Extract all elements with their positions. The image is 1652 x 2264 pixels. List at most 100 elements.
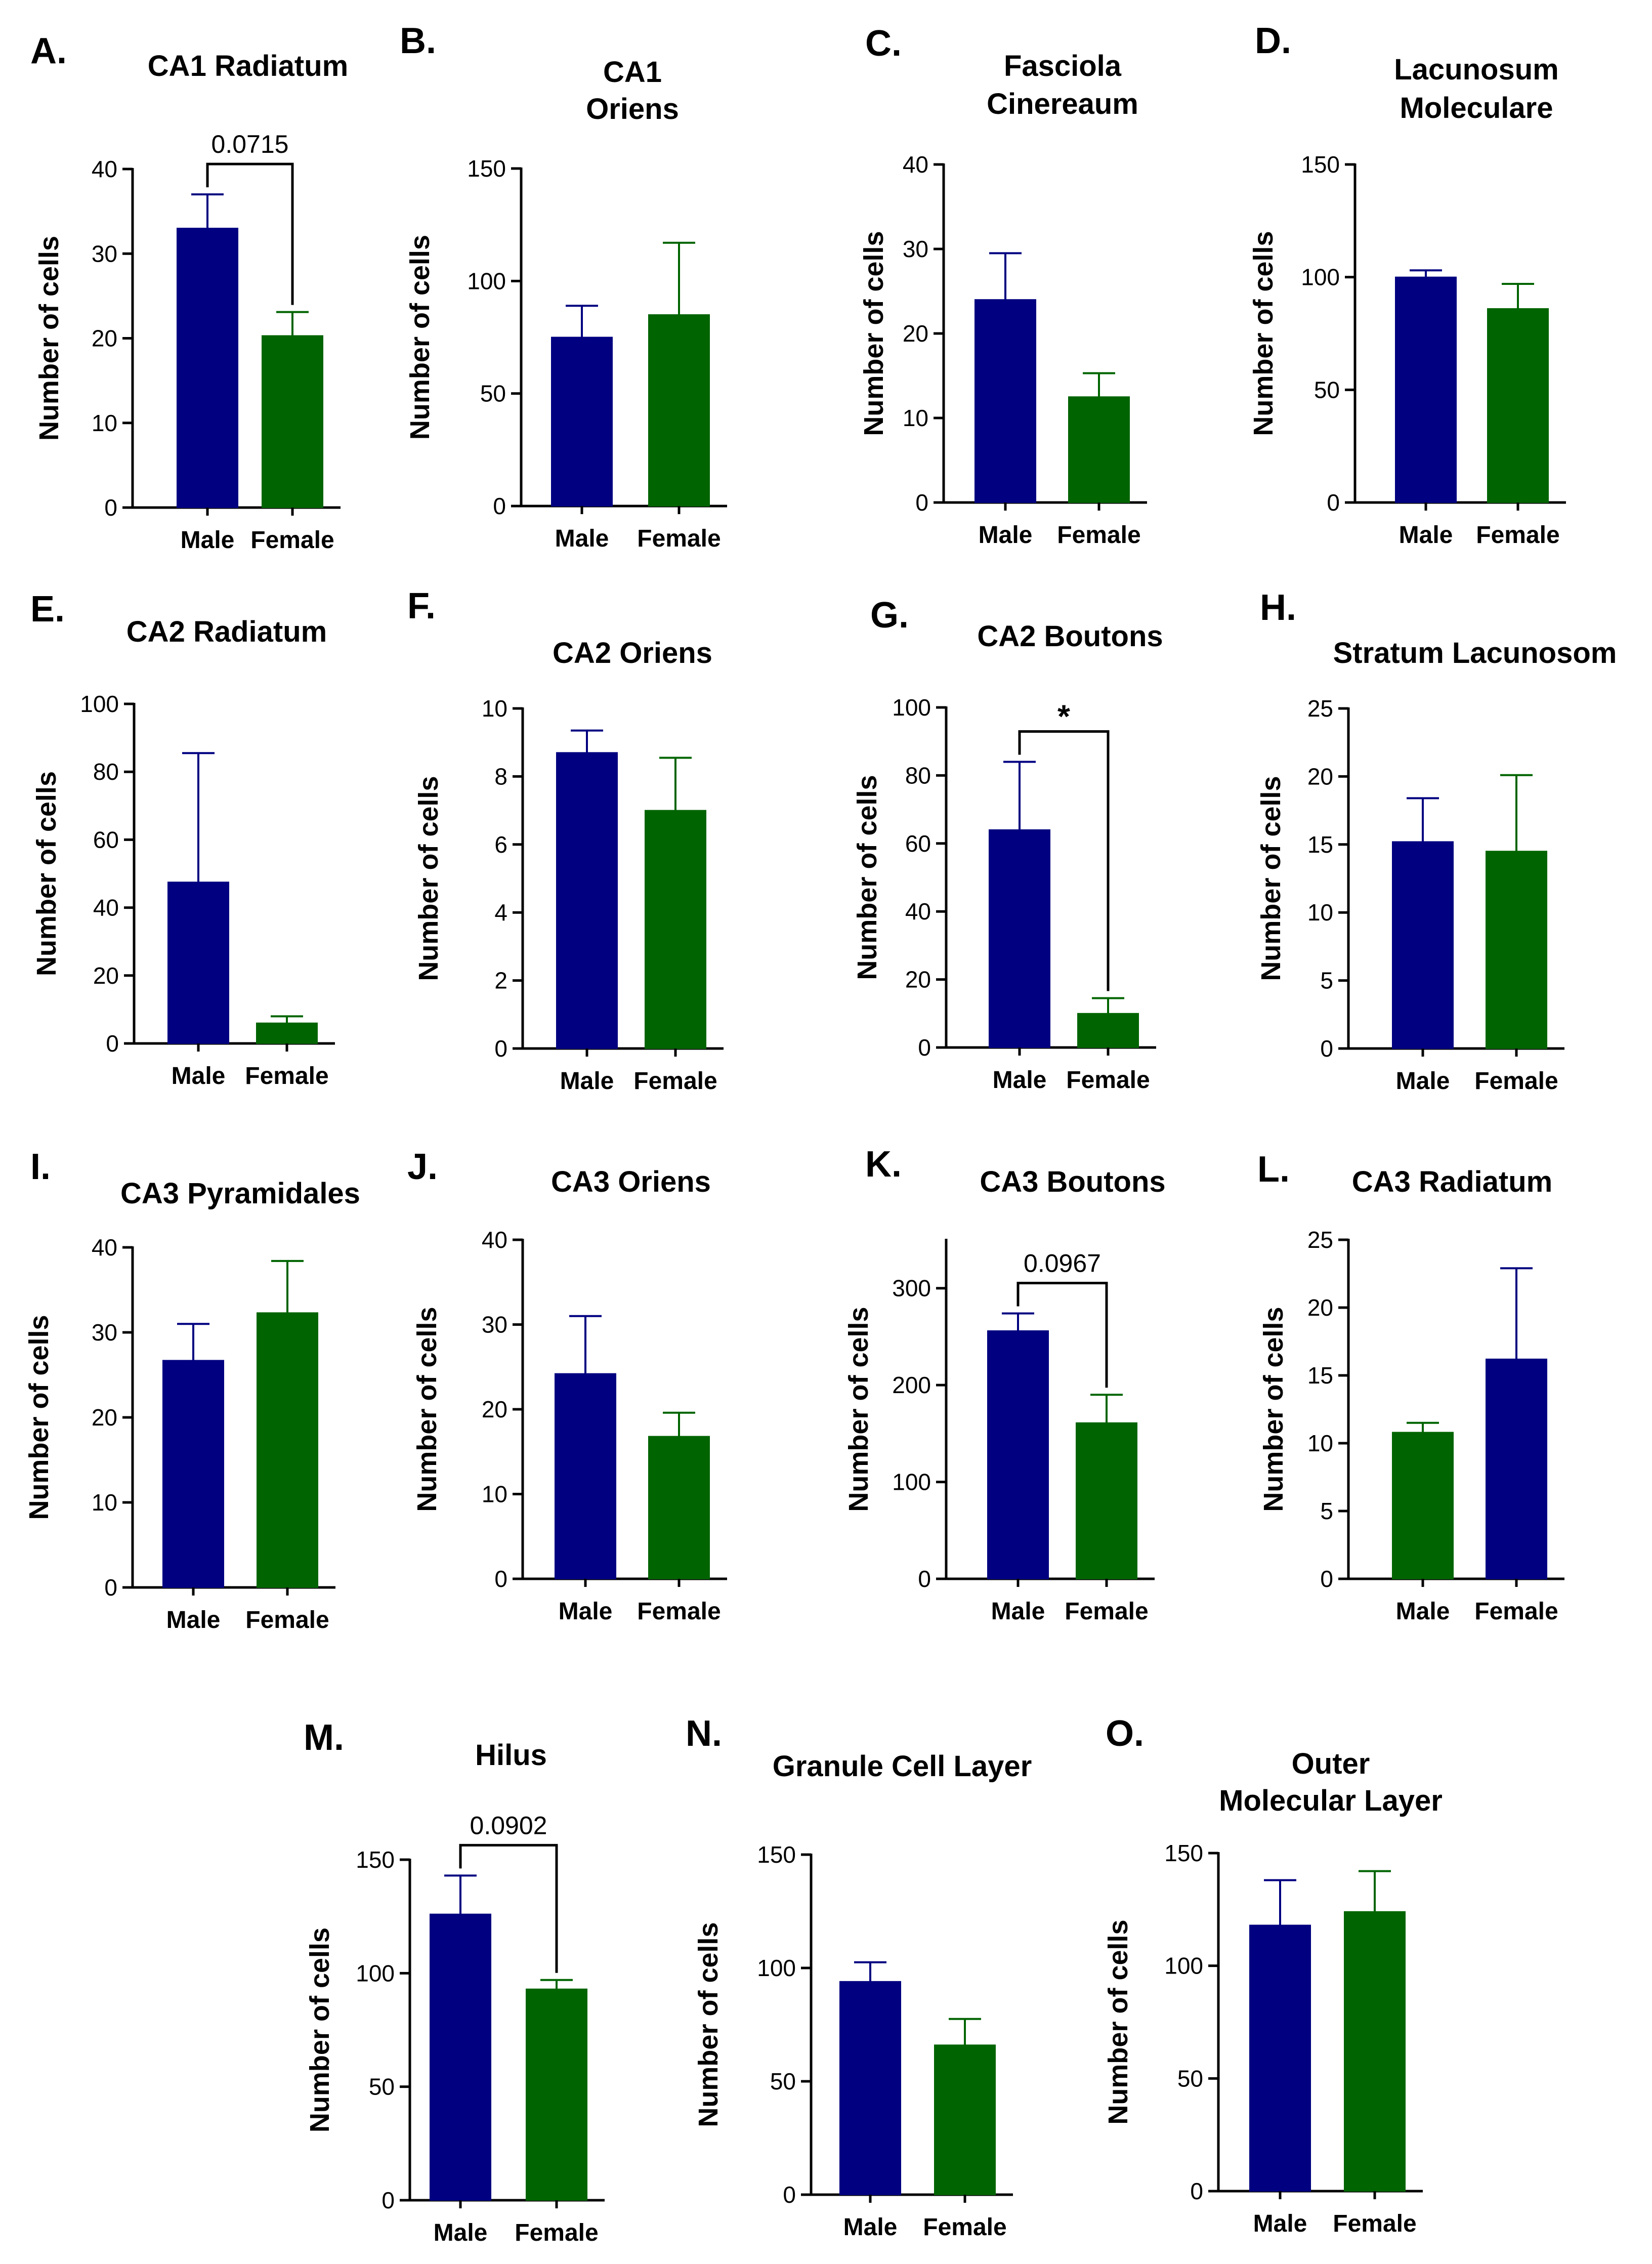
y-tick-label: 40 <box>905 898 931 925</box>
chart-panel-7: G. CA2 Boutons Number of cells 0 20 40 60 80 100… <box>852 595 1163 1094</box>
y-tick-label: 0 <box>915 489 928 516</box>
panel-letter: O. <box>1106 1713 1144 1754</box>
panel-letter: L. <box>1257 1149 1290 1190</box>
y-tick-label: 100 <box>892 1469 931 1495</box>
x-tick-label: Male <box>991 1598 1045 1625</box>
chart-panel-2: B. CA1 Oriens Number of cells 0 50 100 150 Male F… <box>400 21 727 552</box>
x-tick-label: Male <box>181 527 235 554</box>
x-tick-label: Female <box>633 1068 717 1095</box>
x-tick-label: Male <box>555 525 609 552</box>
x-tick-label: Male <box>172 1063 226 1089</box>
bar-female <box>257 1312 318 1588</box>
x-tick-label: Female <box>637 1598 721 1625</box>
y-tick-label: 150 <box>1164 1840 1203 1866</box>
x-tick-label: Female <box>1333 2210 1416 2237</box>
y-tick-label: 300 <box>892 1275 931 1302</box>
y-tick-label: 0 <box>106 1030 119 1057</box>
y-tick-label: 80 <box>93 759 119 785</box>
significance-bracket <box>1018 730 1110 991</box>
chart-title: Cinereaum <box>987 88 1138 120</box>
x-tick-label: Male <box>559 1598 613 1625</box>
chart-title: Fasciola <box>1004 50 1122 82</box>
bar-male <box>162 1360 224 1588</box>
bar-female <box>1077 1013 1139 1049</box>
chart-title: CA3 Pyramidales <box>120 1177 360 1210</box>
y-tick-label: 40 <box>92 156 117 182</box>
chart-title: CA2 Oriens <box>553 637 712 669</box>
chart-title: CA2 Radiatum <box>126 615 327 648</box>
y-tick-label: 100 <box>1164 1953 1203 1979</box>
y-tick-label: 2 <box>494 968 507 994</box>
chart-title: Oriens <box>586 93 679 125</box>
y-tick-label: 40 <box>92 1234 117 1261</box>
bar-male <box>1392 1432 1454 1580</box>
y-tick-label: 20 <box>1307 1294 1333 1321</box>
y-tick-label: 150 <box>1301 151 1340 178</box>
chart-panel-9: I. CA3 Pyramidales Number of cells 0 10 20 30 4… <box>24 1147 360 1633</box>
y-axis-label: Number of cells <box>1103 1919 1133 2124</box>
y-tick-label: 80 <box>905 762 931 788</box>
x-tick-label: Female <box>1057 522 1140 549</box>
y-tick-label: 4 <box>494 899 507 926</box>
y-tick-label: 10 <box>92 1489 117 1516</box>
y-tick-label: 50 <box>369 2074 395 2100</box>
x-tick-label: Female <box>923 2214 1006 2241</box>
x-tick-label: Female <box>637 525 721 552</box>
x-tick-label: Male <box>434 2219 488 2246</box>
y-tick-label: 50 <box>480 381 506 407</box>
y-tick-label: 25 <box>1307 695 1333 722</box>
chart-panel-10: J. CA3 Oriens Number of cells 0 10 20 30 40 Male… <box>407 1147 727 1625</box>
x-tick-label: Male <box>1396 1068 1450 1095</box>
x-tick-label: Female <box>245 1607 329 1633</box>
x-tick-label: Male <box>843 2214 898 2241</box>
x-tick-label: Female <box>1474 1598 1558 1625</box>
y-tick-label: 30 <box>92 240 117 267</box>
bar-female <box>1486 851 1547 1049</box>
chart-title: Hilus <box>475 1739 547 1772</box>
y-tick-label: 30 <box>92 1319 117 1346</box>
y-tick-label: 10 <box>903 405 928 431</box>
significance-label: 0.0902 <box>470 1811 547 1839</box>
chart-panel-11: K. CA3 Boutons Number of cells 0 100 200 300 Ma… <box>843 1144 1166 1625</box>
y-tick-label: 15 <box>1307 831 1333 858</box>
bar-male <box>430 1913 491 2201</box>
bar-female <box>934 2044 996 2196</box>
y-tick-label: 30 <box>482 1312 507 1338</box>
bar-male <box>989 829 1050 1049</box>
chart-panel-1: A. CA1 Radiatum Number of cells 0 10 20 30 40 Ma… <box>30 31 348 554</box>
panel-letter: I. <box>30 1147 51 1187</box>
y-axis-label: Number of cells <box>843 1307 874 1512</box>
bar-male <box>839 1981 901 2195</box>
bar-female <box>1068 396 1130 503</box>
bar-male <box>1392 841 1454 1049</box>
panel-letter: G. <box>870 595 909 636</box>
y-tick-label: 10 <box>482 695 507 722</box>
y-tick-label: 50 <box>1314 376 1340 403</box>
chart-panel-12: L. CA3 Radiatum Number of cells 0 5 10 15 20 25 M… <box>1257 1149 1564 1625</box>
y-tick-label: 0 <box>104 494 117 521</box>
y-tick-label: 5 <box>1320 1498 1333 1524</box>
y-axis-label: Number of cells <box>693 1922 724 2127</box>
x-tick-label: Male <box>1396 1598 1450 1625</box>
y-tick-label: 5 <box>1320 968 1333 994</box>
bar-female <box>648 1436 710 1580</box>
y-tick-label: 100 <box>80 691 119 717</box>
y-tick-label: 100 <box>892 694 931 721</box>
y-tick-label: 25 <box>1307 1227 1333 1253</box>
y-tick-label: 100 <box>757 1955 796 1981</box>
y-tick-label: 30 <box>903 236 928 262</box>
x-tick-label: Male <box>993 1067 1047 1094</box>
chart-panel-14: N. Granule Cell Layer Number of cells 0 50 10… <box>686 1713 1032 2241</box>
y-tick-label: 50 <box>770 2068 796 2094</box>
bar-male <box>177 228 238 508</box>
bar-male <box>551 337 613 507</box>
x-tick-label: Female <box>1476 522 1559 549</box>
y-tick-label: 100 <box>1301 264 1340 290</box>
x-tick-label: Female <box>250 527 334 554</box>
y-tick-label: 20 <box>93 962 119 989</box>
bar-female <box>262 335 323 508</box>
panel-letter: D. <box>1255 21 1291 61</box>
bar-female <box>1344 1911 1406 2192</box>
chart-title: CA1 <box>603 56 662 89</box>
y-tick-label: 20 <box>92 1404 117 1431</box>
